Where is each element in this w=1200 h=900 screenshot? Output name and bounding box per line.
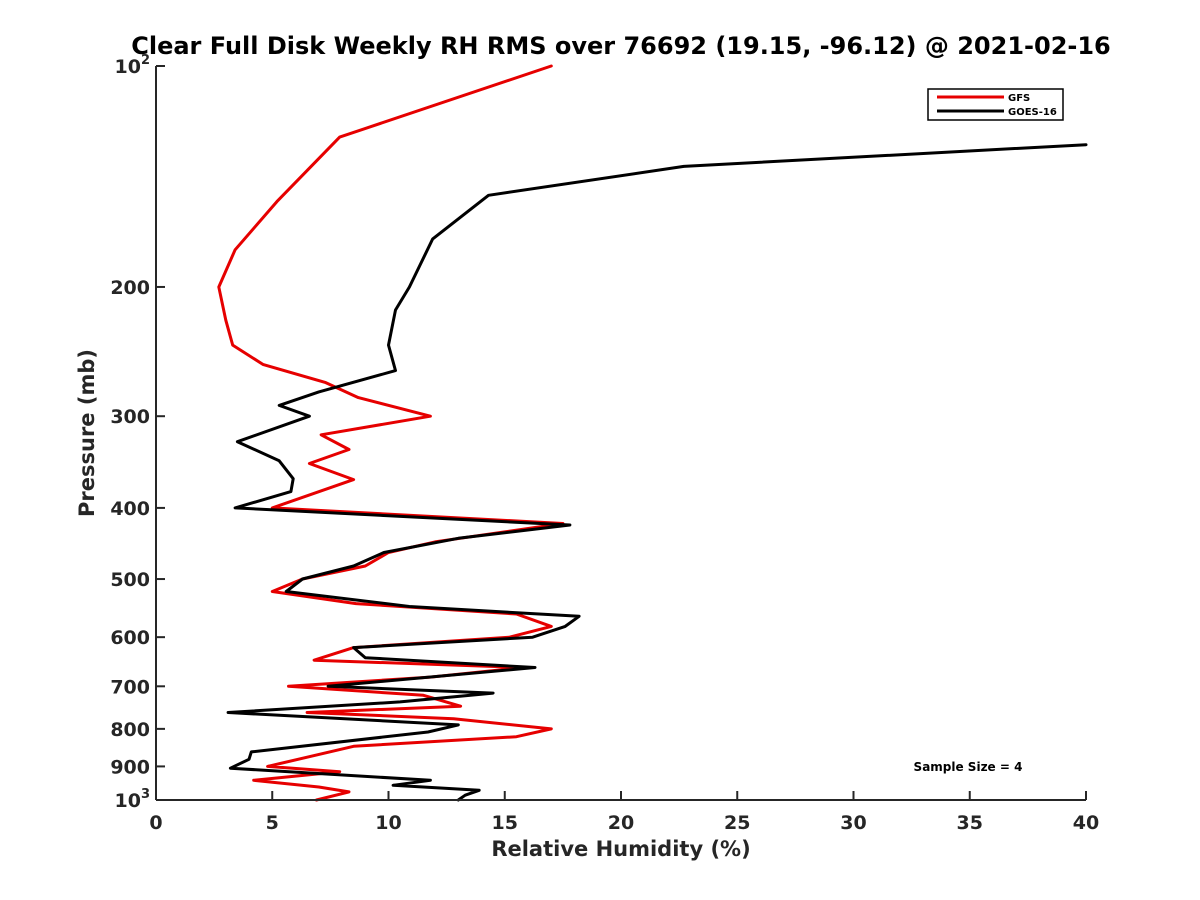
legend-label-goes16: GOES-16 <box>1008 107 1057 118</box>
sample-size-annotation: Sample Size = 4 <box>914 760 1023 774</box>
x-tick-label: 35 <box>957 812 983 834</box>
x-tick-label: 40 <box>1073 812 1099 834</box>
y-tick-label: 103 <box>115 787 151 812</box>
y-tick-label: 500 <box>110 569 150 591</box>
plot-series <box>217 64 1088 802</box>
y-tick-label: 102 <box>115 53 151 78</box>
x-tick-label: 5 <box>266 812 279 834</box>
x-tick-label: 25 <box>724 812 750 834</box>
x-tick-label: 0 <box>149 812 162 834</box>
y-tick-label: 800 <box>110 719 150 741</box>
y-tick-label: 400 <box>110 498 150 520</box>
y-axis-label: Pressure (mb) <box>75 349 99 517</box>
x-axis-label: Relative Humidity (%) <box>491 837 750 861</box>
y-tick-label: 200 <box>110 277 150 299</box>
y-tick-label: 300 <box>110 406 150 428</box>
series-line-goes16 <box>226 143 1088 802</box>
x-tick-label: 20 <box>608 812 634 834</box>
legend: GFS GOES-16 <box>927 88 1064 121</box>
legend-label-gfs: GFS <box>1008 93 1030 104</box>
y-tick-label: 700 <box>110 676 150 698</box>
x-tick-label: 10 <box>375 812 401 834</box>
series-line-gfs <box>217 64 565 802</box>
chart-title: Clear Full Disk Weekly RH RMS over 76692… <box>131 32 1111 60</box>
y-tick-label: 600 <box>110 627 150 649</box>
y-tick-label: 900 <box>110 756 150 778</box>
x-ticks: 0 5 10 15 20 25 30 35 40 <box>149 791 1099 834</box>
x-tick-label: 15 <box>492 812 518 834</box>
x-tick-label: 30 <box>840 812 866 834</box>
legend-box <box>927 88 1064 121</box>
y-ticks: 102 200 300 400 500 600 700 800 900 103 <box>110 53 165 812</box>
